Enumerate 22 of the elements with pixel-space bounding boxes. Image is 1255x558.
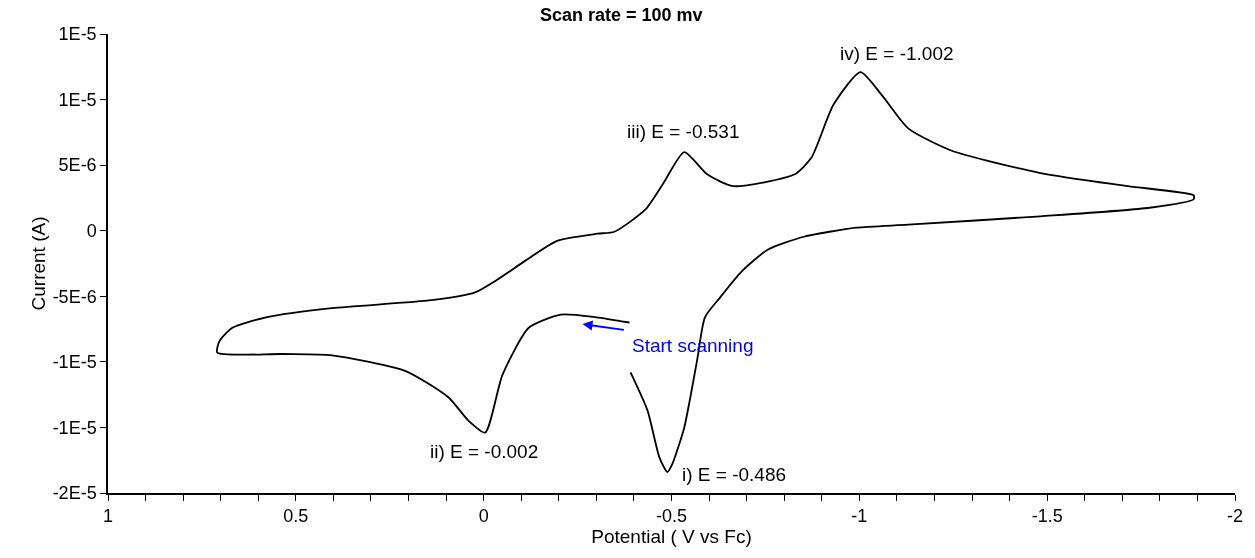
- x-axis-title: Potential ( V vs Fc): [591, 526, 752, 548]
- y-tick-label: 5E-6: [58, 155, 97, 176]
- x-tick-label: 0: [478, 506, 489, 527]
- y-tick-label: -1E-5: [52, 417, 97, 438]
- chart-title: Scan rate = 100 mv: [539, 4, 703, 25]
- y-tick-label: 0: [86, 221, 97, 242]
- x-tick-label: -1: [851, 506, 868, 527]
- x-tick-label: -0.5: [655, 506, 688, 527]
- y-tick-label: -1E-5: [52, 352, 97, 373]
- annotation: i) E = -0.486: [682, 464, 787, 485]
- x-tick-label: -1.5: [1031, 506, 1063, 527]
- annotation: iv) E = -1.002: [840, 43, 954, 64]
- y-tick-label: -5E-6: [52, 286, 97, 307]
- y-axis-title: Current (A): [27, 216, 49, 311]
- y-tick-label: 1E-5: [58, 89, 97, 110]
- annotation: ii) E = -0.002: [430, 441, 539, 462]
- x-tick-label: 0.5: [283, 506, 309, 527]
- y-tick-label: -2E-5: [52, 483, 97, 504]
- y-tick-label: 1E-5: [58, 24, 97, 45]
- x-tick-label: -2: [1226, 506, 1244, 527]
- annotation: iii) E = -0.531: [627, 121, 740, 142]
- x-tick-label: 1: [102, 506, 114, 527]
